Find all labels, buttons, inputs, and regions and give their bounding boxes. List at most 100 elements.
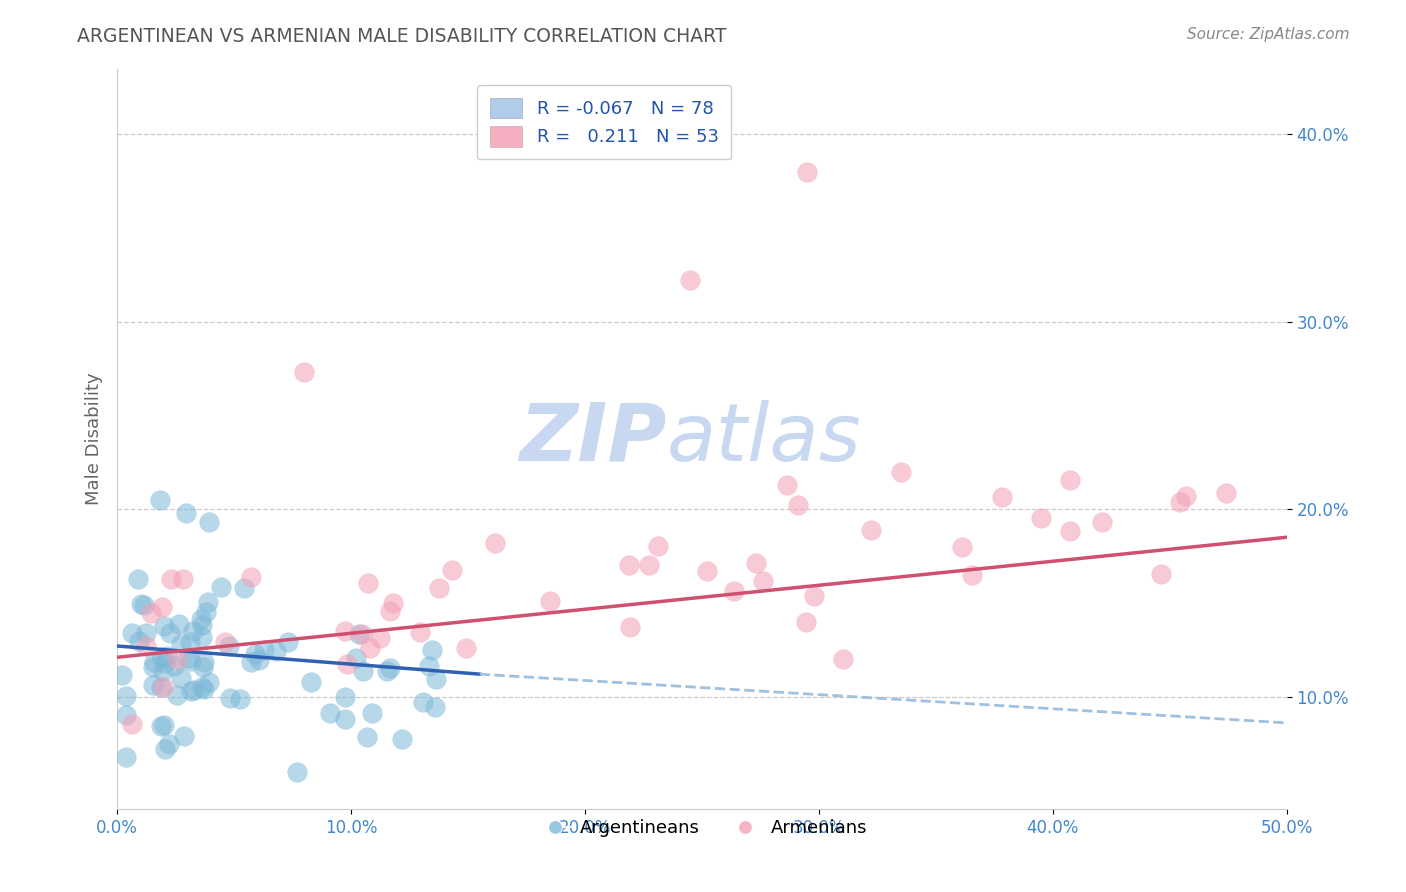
Point — [679, 273, 702, 287]
Point — [456, 640, 478, 655]
Point — [181, 624, 204, 638]
Point — [1091, 515, 1114, 529]
Point — [135, 639, 157, 653]
Point — [375, 664, 398, 678]
Point — [1168, 494, 1191, 508]
Point — [111, 668, 134, 682]
Point — [418, 659, 440, 673]
Point — [157, 737, 180, 751]
Point — [155, 742, 177, 756]
Point — [381, 596, 404, 610]
Point — [391, 731, 413, 746]
Point — [240, 570, 263, 584]
Point — [356, 730, 378, 744]
Point — [148, 492, 170, 507]
Point — [150, 650, 173, 665]
Point — [190, 680, 212, 694]
Point — [191, 660, 214, 674]
Point — [127, 572, 149, 586]
Point — [832, 651, 855, 665]
Point — [198, 675, 221, 690]
Point — [114, 708, 136, 723]
Text: ZIP: ZIP — [519, 400, 666, 478]
Point — [1150, 566, 1173, 581]
Point — [359, 640, 381, 655]
Point — [153, 656, 176, 670]
Point — [380, 661, 402, 675]
Point — [744, 556, 766, 570]
Point — [860, 523, 883, 537]
Point — [143, 655, 166, 669]
Point — [264, 644, 287, 658]
Point — [796, 615, 818, 630]
Point — [344, 650, 367, 665]
Point — [277, 635, 299, 649]
Point — [440, 564, 463, 578]
Point — [129, 597, 152, 611]
Point — [423, 700, 446, 714]
Point — [197, 594, 219, 608]
Point — [233, 581, 256, 595]
Point — [149, 680, 172, 694]
Point — [647, 539, 669, 553]
Point — [292, 365, 315, 379]
Point — [370, 631, 392, 645]
Point — [180, 654, 202, 668]
Point — [420, 643, 443, 657]
Point — [121, 717, 143, 731]
Point — [166, 688, 188, 702]
Point — [253, 643, 276, 657]
Point — [319, 706, 342, 720]
Point — [159, 625, 181, 640]
Text: atlas: atlas — [666, 400, 862, 478]
Point — [776, 478, 799, 492]
Point — [484, 536, 506, 550]
Point — [412, 695, 434, 709]
Point — [163, 658, 186, 673]
Point — [209, 580, 232, 594]
Point — [299, 675, 322, 690]
Point — [239, 655, 262, 669]
Point — [360, 706, 382, 721]
Point — [160, 573, 183, 587]
Point — [1031, 511, 1053, 525]
Point — [218, 639, 240, 653]
Point — [752, 574, 775, 588]
Point — [950, 540, 973, 554]
Point — [153, 718, 176, 732]
Point — [170, 637, 193, 651]
Point — [191, 618, 214, 632]
Point — [349, 627, 371, 641]
Point — [149, 719, 172, 733]
Point — [142, 677, 165, 691]
Point — [409, 625, 432, 640]
Point — [637, 558, 659, 573]
Point — [960, 567, 983, 582]
Point — [617, 558, 640, 573]
Point — [180, 683, 202, 698]
Point — [427, 581, 450, 595]
Point — [190, 612, 212, 626]
Point — [172, 573, 194, 587]
Point — [890, 465, 912, 479]
Legend: Argentineans, Armenians: Argentineans, Armenians — [530, 812, 875, 845]
Point — [153, 619, 176, 633]
Point — [243, 648, 266, 662]
Point — [191, 630, 214, 644]
Point — [247, 653, 270, 667]
Point — [1059, 524, 1081, 539]
Point — [193, 681, 215, 696]
Point — [350, 627, 373, 641]
Point — [179, 635, 201, 649]
Point — [166, 651, 188, 665]
Point — [152, 665, 174, 679]
Point — [219, 691, 242, 706]
Point — [135, 626, 157, 640]
Point — [357, 576, 380, 591]
Point — [150, 599, 173, 614]
Point — [167, 616, 190, 631]
Point — [115, 689, 138, 703]
Point — [538, 594, 561, 608]
Point — [177, 651, 200, 665]
Point — [197, 515, 219, 529]
